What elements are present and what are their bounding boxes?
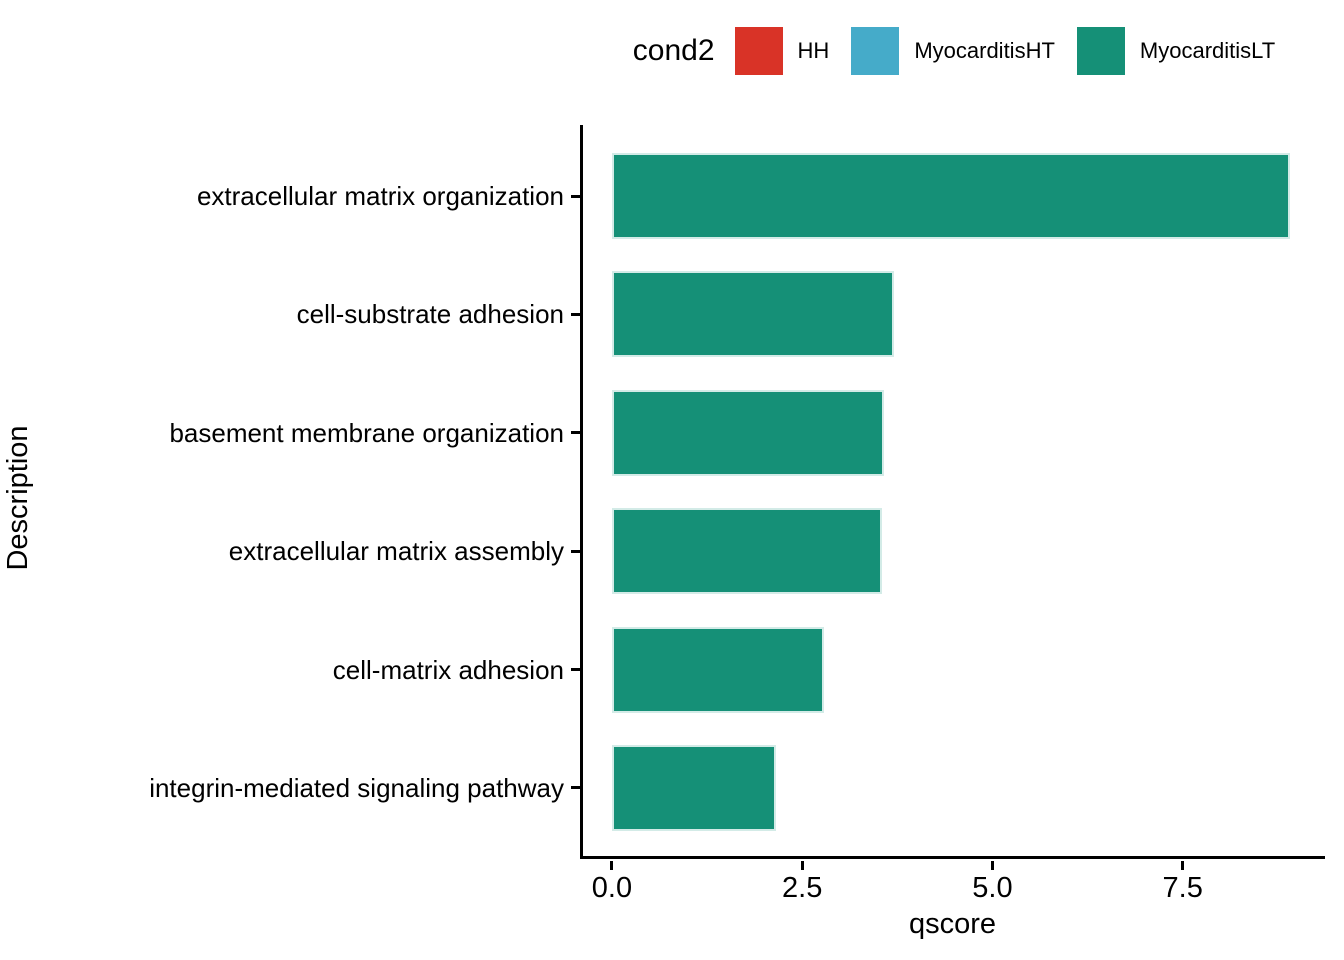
x-tick-mark: [1181, 861, 1185, 870]
y-tick-mark: [571, 668, 580, 672]
y-category-label: integrin-mediated signaling pathway: [149, 772, 564, 803]
x-tick-mark: [610, 861, 614, 870]
legend-key-swatch: [851, 27, 900, 75]
y-category-label: extracellular matrix assembly: [228, 536, 564, 567]
legend: cond2 HH MyocarditisHT MyocarditisLT: [580, 22, 1328, 80]
legend-item-hh: HH: [734, 27, 830, 75]
y-tick-mark: [571, 194, 580, 198]
legend-key-swatch: [1076, 27, 1125, 75]
y-category-label: basement membrane organization: [169, 417, 564, 448]
legend-item-myocarditislt: MyocarditisLT: [1076, 27, 1276, 75]
legend-items: HH MyocarditisHT MyocarditisLT: [734, 27, 1276, 75]
x-tick-mark: [800, 861, 804, 870]
bar-5: [611, 626, 825, 713]
y-tick-mark: [571, 549, 580, 553]
x-axis-title: qscore: [908, 908, 997, 940]
y-tick-mark: [571, 431, 580, 435]
y-tick-mark: [571, 786, 580, 790]
bar-6: [611, 744, 776, 831]
bar-1: [611, 153, 1290, 240]
legend-item-label: MyocarditisLT: [1139, 38, 1276, 63]
x-tick-label: 7.5: [1162, 872, 1203, 904]
bar-3: [611, 389, 884, 476]
x-tick-label: 5.0: [972, 872, 1013, 904]
y-category-label: cell-substrate adhesion: [296, 299, 564, 330]
x-tick-label: 2.5: [782, 872, 823, 904]
legend-key-swatch: [734, 27, 783, 75]
x-tick-mark: [990, 861, 994, 870]
legend-item-label: HH: [797, 38, 830, 63]
y-category-label: cell-matrix adhesion: [332, 654, 564, 685]
x-tick-label: 0.0: [591, 872, 633, 904]
plot-panel: [580, 125, 1325, 859]
legend-item-label: MyocarditisHT: [914, 38, 1055, 63]
bar-2: [611, 271, 894, 358]
y-category-label: extracellular matrix organization: [196, 181, 564, 212]
legend-item-myocarditisht: MyocarditisHT: [851, 27, 1055, 75]
y-tick-mark: [571, 312, 580, 316]
bar-4: [611, 508, 883, 595]
legend-title: cond2: [632, 34, 715, 67]
